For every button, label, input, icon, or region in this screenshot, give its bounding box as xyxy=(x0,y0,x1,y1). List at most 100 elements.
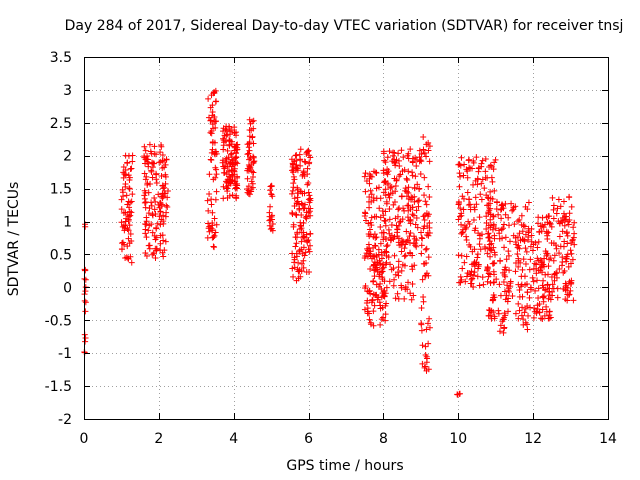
data-point xyxy=(407,146,414,153)
data-point xyxy=(490,296,497,303)
data-point xyxy=(394,213,401,220)
data-point xyxy=(420,133,427,140)
data-point xyxy=(303,209,310,216)
data-point xyxy=(529,274,536,281)
data-point xyxy=(468,268,475,275)
data-point xyxy=(559,228,566,235)
data-point xyxy=(298,260,305,267)
data-point xyxy=(539,222,546,229)
data-point xyxy=(299,201,306,208)
data-point xyxy=(381,179,388,186)
data-point xyxy=(471,259,478,266)
data-point xyxy=(382,178,389,185)
data-point xyxy=(411,198,418,205)
data-point xyxy=(118,196,125,203)
data-point xyxy=(389,158,396,165)
data-point xyxy=(162,190,169,197)
data-point xyxy=(490,222,497,229)
data-point xyxy=(509,207,516,214)
data-point xyxy=(472,225,479,232)
data-point xyxy=(403,228,410,235)
data-point xyxy=(368,214,375,221)
data-point xyxy=(491,235,498,242)
data-point xyxy=(476,232,483,239)
data-point xyxy=(307,230,314,237)
axis-ticks xyxy=(84,57,609,420)
data-point xyxy=(455,216,462,223)
data-point xyxy=(477,191,484,198)
data-point xyxy=(159,157,166,164)
data-point xyxy=(127,165,134,172)
data-point xyxy=(381,278,388,285)
data-point xyxy=(563,255,570,262)
data-point xyxy=(534,244,541,251)
data-point xyxy=(212,98,219,105)
data-point xyxy=(418,151,425,158)
data-point xyxy=(150,250,157,257)
data-point xyxy=(487,253,494,260)
data-point xyxy=(269,212,276,219)
data-point xyxy=(295,190,302,197)
data-point xyxy=(411,184,418,191)
data-point xyxy=(361,254,368,261)
data-point xyxy=(289,209,296,216)
data-point xyxy=(211,150,218,157)
data-point xyxy=(567,247,574,254)
data-point xyxy=(466,196,473,203)
data-point xyxy=(566,291,573,298)
data-point xyxy=(226,131,233,138)
data-point xyxy=(539,263,546,270)
data-point xyxy=(406,249,413,256)
data-point xyxy=(211,244,218,251)
data-point xyxy=(409,194,416,201)
data-point xyxy=(486,234,493,241)
data-point xyxy=(469,275,476,282)
data-point xyxy=(509,293,516,300)
data-point xyxy=(505,287,512,294)
data-point xyxy=(380,264,387,271)
data-point xyxy=(491,259,498,266)
data-point xyxy=(550,215,557,222)
data-point xyxy=(401,295,408,302)
data-point xyxy=(539,293,546,300)
data-point xyxy=(121,170,128,177)
data-point xyxy=(556,233,563,240)
data-point xyxy=(383,252,390,259)
data-point xyxy=(548,223,555,230)
data-point xyxy=(231,129,238,136)
data-point xyxy=(516,216,523,223)
data-point xyxy=(421,150,428,157)
data-point xyxy=(570,234,577,241)
data-point xyxy=(559,254,566,261)
data-point xyxy=(231,147,238,154)
data-point xyxy=(535,295,542,302)
data-point xyxy=(553,274,560,281)
data-point xyxy=(160,237,167,244)
data-point xyxy=(395,295,402,302)
data-point xyxy=(420,293,427,300)
data-point xyxy=(293,234,300,241)
data-point xyxy=(229,172,236,179)
data-point xyxy=(291,195,298,202)
data-point xyxy=(370,262,377,269)
data-point xyxy=(160,212,167,219)
data-point xyxy=(304,171,311,178)
data-point xyxy=(129,158,136,165)
data-point xyxy=(546,220,553,226)
data-point xyxy=(230,161,237,168)
data-point xyxy=(387,184,394,191)
data-point xyxy=(144,181,151,188)
data-point xyxy=(297,146,304,153)
data-point xyxy=(143,252,150,259)
data-point xyxy=(153,245,160,252)
data-point xyxy=(229,192,236,199)
data-point xyxy=(212,174,219,181)
data-point xyxy=(526,294,533,301)
data-point xyxy=(382,186,389,193)
y-tick-label: -0.5 xyxy=(45,313,72,329)
data-point xyxy=(305,237,312,244)
data-point xyxy=(527,284,534,291)
data-point xyxy=(475,164,482,171)
data-point xyxy=(503,292,510,299)
data-point xyxy=(487,162,494,169)
